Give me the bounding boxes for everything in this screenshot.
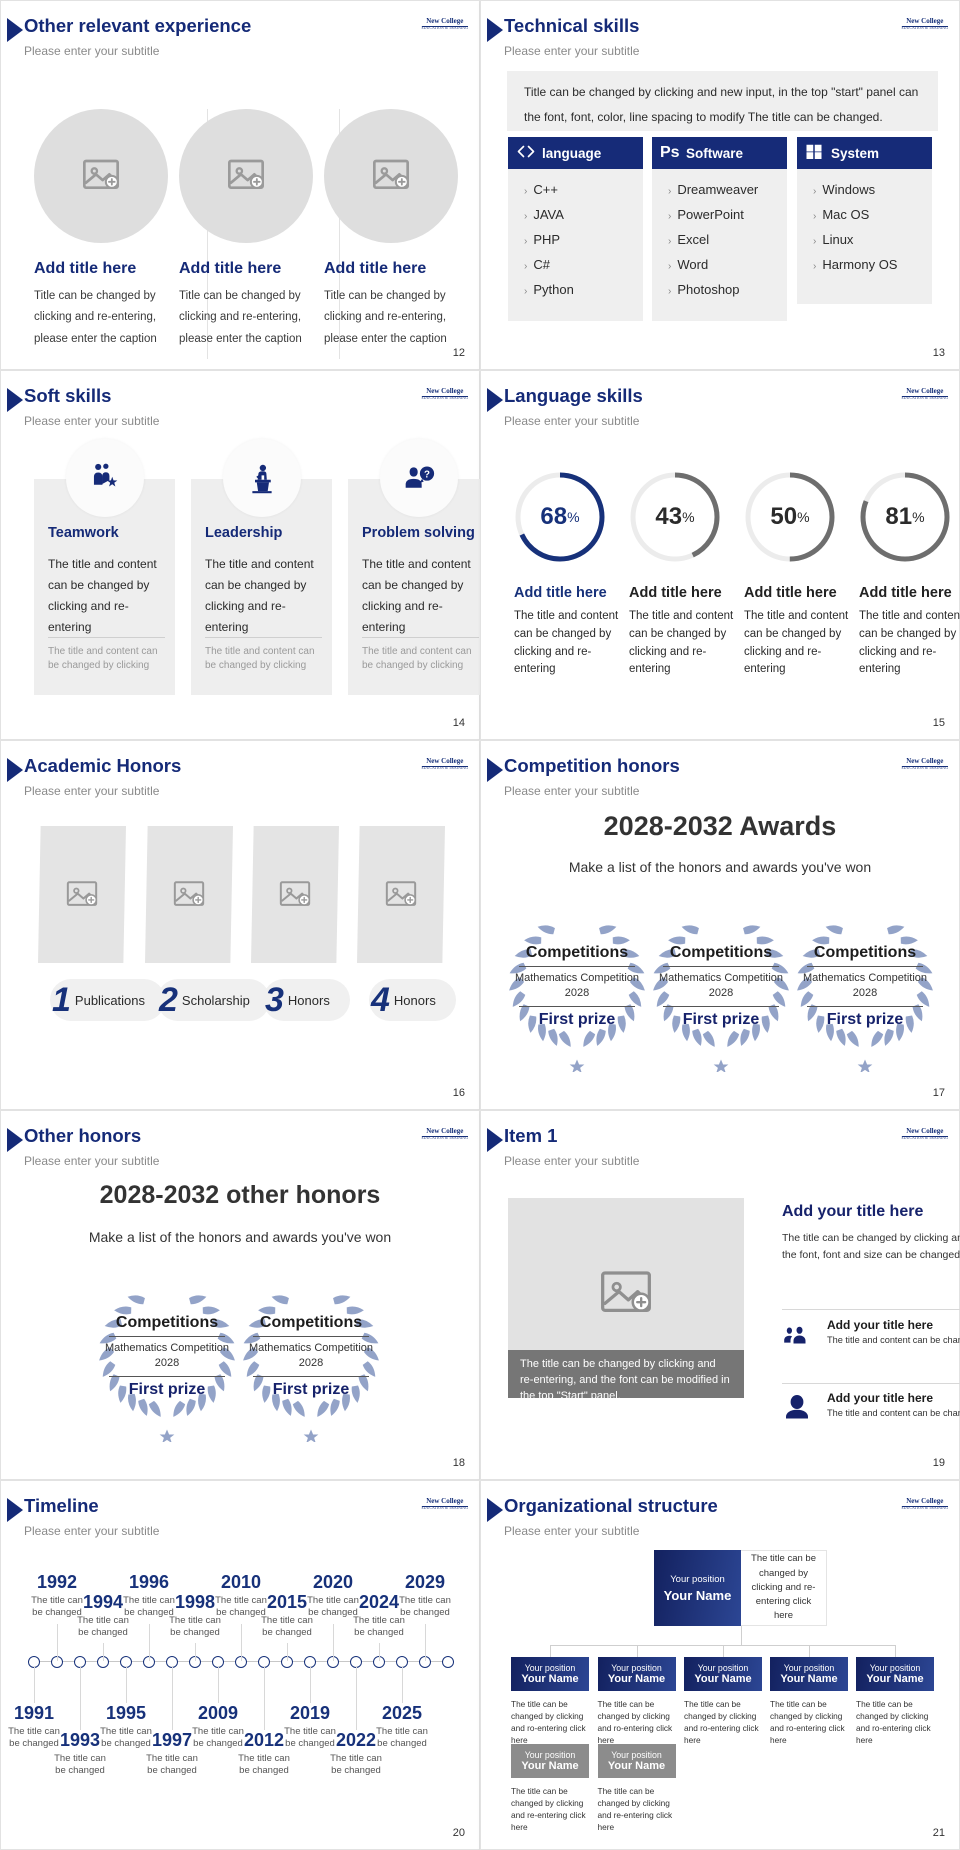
svg-text:?: ? [424, 470, 430, 481]
